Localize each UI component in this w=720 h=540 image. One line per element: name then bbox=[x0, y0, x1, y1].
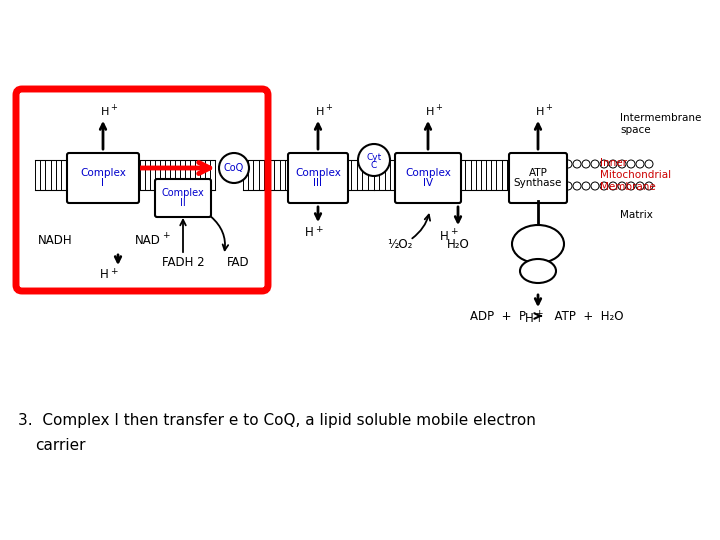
Circle shape bbox=[591, 182, 599, 190]
Text: H: H bbox=[100, 268, 109, 281]
Text: FADH 2: FADH 2 bbox=[162, 255, 204, 268]
Circle shape bbox=[600, 182, 608, 190]
Text: +: + bbox=[325, 104, 332, 112]
Text: Inner: Inner bbox=[600, 158, 627, 168]
Text: H: H bbox=[526, 312, 534, 325]
Bar bbox=[345, 160, 374, 190]
Text: Cyt: Cyt bbox=[366, 152, 382, 161]
Text: +: + bbox=[535, 309, 542, 319]
Text: FAD: FAD bbox=[227, 255, 249, 268]
Circle shape bbox=[609, 160, 617, 168]
Text: H: H bbox=[440, 230, 449, 242]
Text: NAD: NAD bbox=[135, 233, 161, 246]
Circle shape bbox=[627, 182, 635, 190]
Circle shape bbox=[636, 160, 644, 168]
Text: ATP: ATP bbox=[528, 168, 547, 179]
Text: H: H bbox=[101, 107, 109, 117]
Ellipse shape bbox=[512, 225, 564, 263]
Text: NADH: NADH bbox=[37, 233, 72, 246]
Text: carrier: carrier bbox=[35, 437, 86, 453]
FancyBboxPatch shape bbox=[155, 179, 211, 217]
Text: Complex: Complex bbox=[405, 168, 451, 179]
Bar bbox=[455, 160, 512, 190]
Circle shape bbox=[582, 160, 590, 168]
Text: space: space bbox=[620, 125, 651, 135]
Text: I: I bbox=[102, 178, 104, 187]
Text: +: + bbox=[450, 227, 457, 237]
Text: IV: IV bbox=[423, 178, 433, 187]
Bar bbox=[374, 160, 395, 190]
Text: Complex: Complex bbox=[80, 168, 126, 179]
Circle shape bbox=[564, 182, 572, 190]
Circle shape bbox=[609, 182, 617, 190]
Text: III: III bbox=[313, 178, 323, 187]
Circle shape bbox=[219, 153, 249, 183]
Circle shape bbox=[582, 182, 590, 190]
Bar bbox=[140, 160, 215, 190]
Text: Membrane: Membrane bbox=[600, 182, 656, 192]
Text: +: + bbox=[435, 104, 442, 112]
Text: C: C bbox=[371, 160, 377, 170]
Text: Complex: Complex bbox=[295, 168, 341, 179]
Text: CoQ: CoQ bbox=[224, 163, 244, 173]
Text: +: + bbox=[162, 232, 169, 240]
Bar bbox=[35, 160, 66, 190]
Text: Matrix: Matrix bbox=[620, 210, 653, 220]
Text: i: i bbox=[537, 315, 539, 325]
Circle shape bbox=[564, 160, 572, 168]
Text: Mitochondrial: Mitochondrial bbox=[600, 170, 671, 180]
Circle shape bbox=[636, 182, 644, 190]
Text: H: H bbox=[536, 107, 544, 117]
Text: +: + bbox=[545, 104, 552, 112]
Circle shape bbox=[645, 160, 653, 168]
Text: 3.  Complex I then transfer e to CoQ, a lipid soluble mobile electron: 3. Complex I then transfer e to CoQ, a l… bbox=[18, 413, 536, 428]
FancyBboxPatch shape bbox=[509, 153, 567, 203]
FancyBboxPatch shape bbox=[395, 153, 461, 203]
Text: H: H bbox=[305, 226, 314, 240]
Circle shape bbox=[600, 160, 608, 168]
Bar bbox=[243, 160, 290, 190]
Text: II: II bbox=[180, 198, 186, 207]
Circle shape bbox=[573, 182, 581, 190]
Text: ATP  +  H₂O: ATP + H₂O bbox=[547, 309, 624, 322]
Text: H: H bbox=[315, 107, 324, 117]
FancyBboxPatch shape bbox=[67, 153, 139, 203]
FancyBboxPatch shape bbox=[288, 153, 348, 203]
Circle shape bbox=[627, 160, 635, 168]
Circle shape bbox=[618, 182, 626, 190]
Circle shape bbox=[618, 160, 626, 168]
Ellipse shape bbox=[520, 259, 556, 283]
Text: Intermembrane: Intermembrane bbox=[620, 113, 701, 123]
Circle shape bbox=[645, 182, 653, 190]
Text: H: H bbox=[426, 107, 434, 117]
Text: Synthase: Synthase bbox=[514, 178, 562, 187]
Text: +: + bbox=[315, 225, 323, 233]
Circle shape bbox=[358, 144, 390, 176]
Text: +: + bbox=[110, 267, 117, 275]
Circle shape bbox=[573, 160, 581, 168]
Text: ½O₂: ½O₂ bbox=[387, 238, 413, 251]
Circle shape bbox=[591, 160, 599, 168]
Text: ADP  +  P: ADP + P bbox=[470, 309, 526, 322]
Text: Complex: Complex bbox=[161, 188, 204, 199]
Text: H₂O: H₂O bbox=[446, 238, 469, 251]
Text: +: + bbox=[110, 104, 117, 112]
